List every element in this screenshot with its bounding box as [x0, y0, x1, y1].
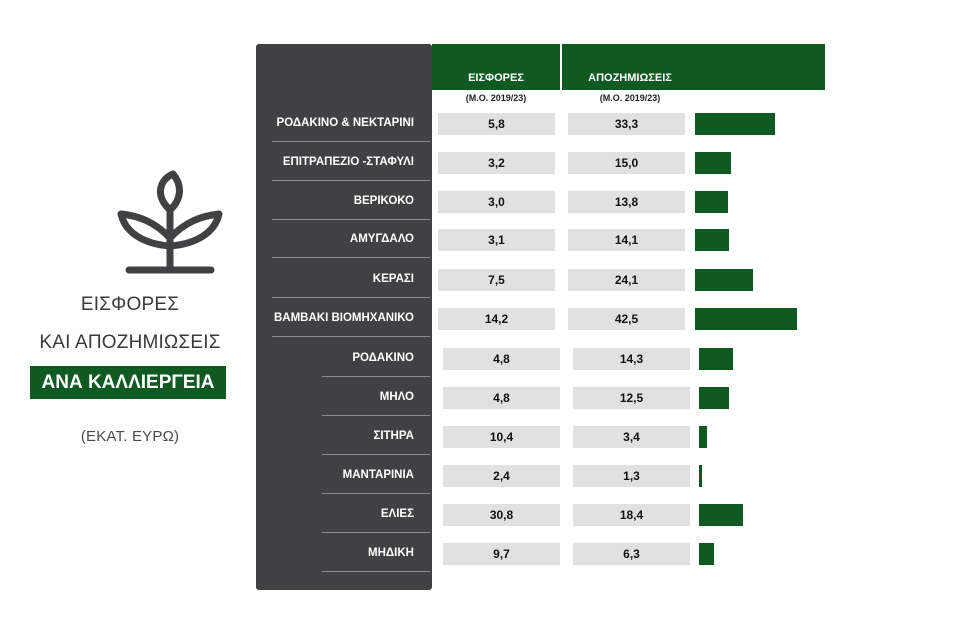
- category-label: ΕΛΙΕΣ: [380, 508, 414, 520]
- compensations-value: 33,3: [568, 113, 685, 135]
- compensations-value: 15,0: [568, 152, 685, 174]
- row-separator: [322, 415, 430, 416]
- row-separator: [322, 493, 430, 494]
- compensations-bar: [695, 229, 729, 251]
- contributions-value: 4,8: [443, 387, 560, 409]
- contributions-value: 7,5: [438, 269, 555, 291]
- compensations-bar: [695, 113, 775, 135]
- contributions-value: 3,2: [438, 152, 555, 174]
- row-separator: [272, 219, 430, 220]
- plant-icon: [117, 170, 223, 274]
- category-label: ΒΑΜΒΑΚΙ ΒΙΟΜΗΧΑΝΙΚΟ: [273, 312, 414, 324]
- row-separator: [322, 532, 430, 533]
- row-separator: [272, 336, 430, 337]
- compensations-bar: [699, 543, 715, 565]
- category-label: ΒΕΡΙΚΟΚΟ: [353, 195, 414, 207]
- row-separator: [272, 180, 430, 181]
- category-label: ΜΑΝΤΑΡΙΝΙΑ: [342, 469, 414, 481]
- category-label: ΜΗΛΟ: [379, 391, 414, 403]
- row-separator: [322, 376, 430, 377]
- header-bar: [432, 44, 825, 90]
- contributions-value: 14,2: [438, 308, 555, 330]
- row-separator: [322, 454, 430, 455]
- contributions-value: 5,8: [438, 113, 555, 135]
- contributions-value: 3,1: [438, 229, 555, 251]
- title-badge: ΑΝΑ ΚΑΛΛΙΕΡΓΕΙΑ: [30, 366, 226, 399]
- unit-label: (ΕΚΑΤ. ΕΥΡΩ): [80, 428, 180, 445]
- contributions-value: 2,4: [443, 465, 560, 487]
- column-header-compensations: ΑΠΟΖΗΜΙΩΣΕΙΣ: [588, 72, 672, 84]
- column-header-contributions: ΕΙΣΦΟΡΕΣ: [468, 72, 524, 84]
- compensations-value: 6,3: [573, 543, 690, 565]
- compensations-bar: [695, 152, 731, 174]
- column-subheader-contributions: (Μ.Ο. 2019/23): [465, 93, 527, 103]
- row-separator: [272, 141, 430, 142]
- compensations-value: 24,1: [568, 269, 685, 291]
- compensations-bar: [695, 191, 729, 213]
- compensations-bar: [695, 269, 753, 291]
- contributions-value: 10,4: [443, 426, 560, 448]
- compensations-bar: [699, 348, 734, 370]
- category-label: ΡΟΔΑΚΙΝΟ & ΝΕΚΤΑΡΙΝΙ: [276, 117, 414, 129]
- title-line-2: ΚΑΙ ΑΠΟΖΗΜΙΩΣΕΙΣ: [39, 332, 221, 353]
- compensations-bar: [695, 308, 797, 330]
- row-separator: [272, 297, 430, 298]
- contributions-value: 3,0: [438, 191, 555, 213]
- compensations-value: 1,3: [573, 465, 690, 487]
- category-label: ΣΙΤΗΡΑ: [373, 430, 414, 442]
- compensations-value: 18,4: [573, 504, 690, 526]
- category-label: ΜΗΔΙΚΗ: [368, 547, 414, 559]
- compensations-bar: [699, 426, 708, 448]
- compensations-bar: [699, 387, 729, 409]
- category-label: ΑΜΥΓΔΑΛΟ: [349, 233, 414, 245]
- header-divider: [560, 44, 562, 92]
- compensations-value: 3,4: [573, 426, 690, 448]
- title-line-1: ΕΙΣΦΟΡΕΣ: [80, 294, 180, 315]
- compensations-value: 13,8: [568, 191, 685, 213]
- compensations-bar: [699, 504, 744, 526]
- category-label: ΡΟΔΑΚΙΝΟ: [352, 352, 414, 364]
- row-separator: [272, 257, 430, 258]
- category-label: ΕΠΙΤΡΑΠΕΖΙΟ -ΣΤΑΦΥΛΙ: [282, 156, 414, 168]
- category-label: ΚΕΡΑΣΙ: [372, 273, 414, 285]
- contributions-value: 9,7: [443, 543, 560, 565]
- compensations-value: 14,3: [573, 348, 690, 370]
- compensations-value: 14,1: [568, 229, 685, 251]
- compensations-value: 42,5: [568, 308, 685, 330]
- column-subheader-compensations: (Μ.Ο. 2019/23): [599, 93, 661, 103]
- contributions-value: 30,8: [443, 504, 560, 526]
- contributions-value: 4,8: [443, 348, 560, 370]
- category-panel: [256, 44, 432, 590]
- compensations-bar: [699, 465, 703, 487]
- compensations-value: 12,5: [573, 387, 690, 409]
- row-separator: [322, 571, 430, 572]
